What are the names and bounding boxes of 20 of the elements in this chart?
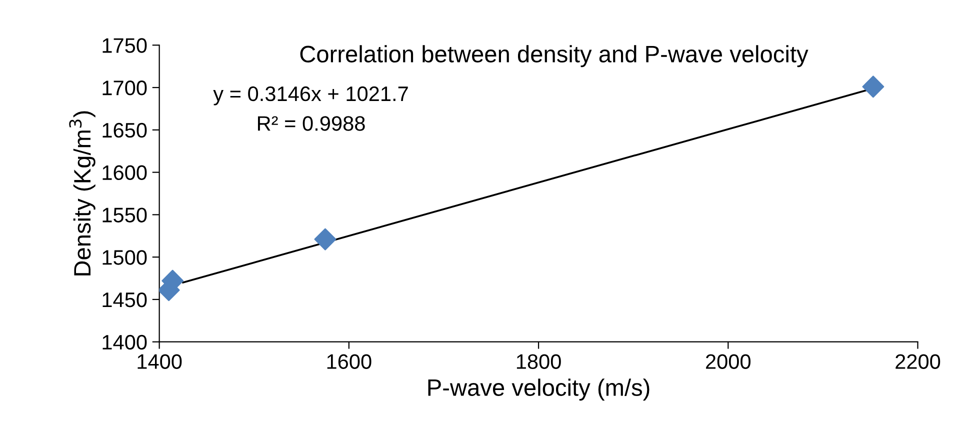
y-axis-title: Density (Kg/m$^{3}$) xyxy=(69,111,96,276)
point xyxy=(862,76,884,98)
x-tick-label: 1400 xyxy=(138,354,182,369)
y-tick-label: 1750 xyxy=(102,38,147,53)
y-tick-label: 1500 xyxy=(102,250,147,265)
annotation: y = 0.3146x + 1021.7 xyxy=(213,86,408,106)
y-tick-label: 1650 xyxy=(102,122,147,138)
x-axis-title: P-wave velocity (m/s) xyxy=(428,378,650,401)
x-tick-label: 1600 xyxy=(327,354,372,369)
x-tick-label: 2200 xyxy=(896,354,940,369)
annotation: R² = 0.9988 xyxy=(258,116,365,131)
y-tick-label: 1550 xyxy=(102,208,147,222)
chart-title: Correlation between density and P-wave velocity xyxy=(300,45,808,68)
point xyxy=(314,228,336,250)
y-tick-label: 1450 xyxy=(102,292,147,308)
y-tick-label: 1600 xyxy=(102,165,147,180)
x-tick-label: 2000 xyxy=(706,354,750,369)
y-tick-label: 1400 xyxy=(102,334,147,350)
x-tick-label: 1800 xyxy=(516,354,561,369)
y-tick-label: 1700 xyxy=(102,80,147,96)
